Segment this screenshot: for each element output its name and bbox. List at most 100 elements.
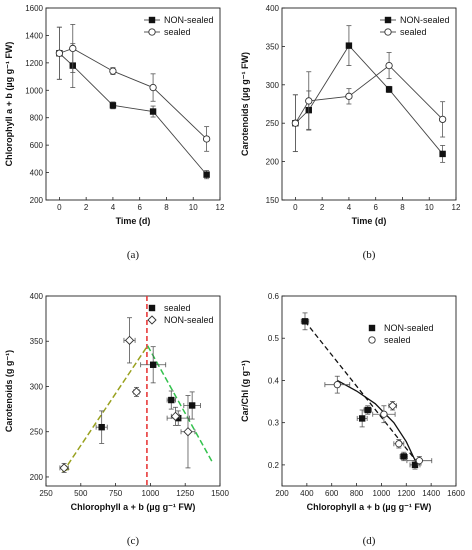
y-axis-label: Car/Chl (g g⁻¹) <box>240 360 250 422</box>
x-tick-label: 0 <box>57 203 62 212</box>
y-tick-label: 0.6 <box>268 292 280 301</box>
plot-frame <box>281 295 457 487</box>
panel-caption: (b) <box>363 249 376 261</box>
x-tick-label: 10 <box>425 203 434 212</box>
data-point <box>291 119 300 127</box>
data-point <box>345 92 353 100</box>
y-axis-label: Carotenoids (g g⁻¹) <box>4 350 14 432</box>
x-tick-label: 200 <box>275 489 289 498</box>
x-tick-label: 1200 <box>397 489 415 498</box>
x-tick-label: 1000 <box>373 489 391 498</box>
data-point <box>400 453 407 460</box>
series-non-sealed <box>300 312 421 470</box>
legend-label: NON-sealed <box>164 15 214 25</box>
y-tick-label: 1000 <box>25 86 43 95</box>
data-point <box>69 44 77 53</box>
series-sealed <box>324 375 433 466</box>
data-point <box>385 61 393 70</box>
data-point <box>170 411 181 421</box>
data-point <box>183 427 193 437</box>
panel-caption: (c) <box>127 535 140 547</box>
legend-entry: sealed <box>148 303 191 313</box>
legend-marker <box>384 28 392 36</box>
data-point <box>203 171 210 178</box>
legend-label: sealed <box>400 27 427 37</box>
y-tick-label: 250 <box>30 428 44 437</box>
y-tick-label: 200 <box>30 196 44 205</box>
x-tick-label: 12 <box>216 203 225 212</box>
x-tick-label: 6 <box>373 203 378 212</box>
x-tick-label: 600 <box>325 489 339 498</box>
y-tick-label: 200 <box>266 158 280 167</box>
x-tick-label: 1000 <box>142 489 160 498</box>
data-point <box>439 150 446 158</box>
legend-marker <box>368 324 376 332</box>
data-point <box>55 49 64 57</box>
y-tick-label: 1600 <box>25 4 43 13</box>
series-sealed <box>55 24 211 152</box>
y-tick-label: 0.4 <box>268 376 280 385</box>
data-point <box>395 440 403 448</box>
x-tick-label: 1600 <box>447 489 465 498</box>
series-non-sealed <box>56 26 210 180</box>
legend-entry: NON-sealed <box>380 15 450 25</box>
panel-caption: (a) <box>127 249 140 261</box>
data-point <box>59 463 69 473</box>
chart-panel-d: 200 400 600 800 1000 1200 1400 1600 0.2 0.3 0.4 0.5… <box>240 292 465 547</box>
series-line <box>59 47 207 140</box>
legend-entry: NON-sealed <box>144 15 214 25</box>
data-point <box>124 335 135 345</box>
legend-entry: NON-sealed <box>147 315 214 325</box>
trend-line-2 <box>146 345 214 464</box>
x-axis-label: Chlorophyll a + b (µg g⁻¹ FW) <box>71 502 196 512</box>
data-point <box>305 97 313 105</box>
plot-frame <box>45 295 221 487</box>
legend-label: sealed <box>384 335 411 345</box>
legend-entry: NON-sealed <box>368 323 434 333</box>
y-axis-label: Carotenoids (µg g⁻¹ FW) <box>240 52 250 156</box>
y-tick-label: 400 <box>30 169 44 178</box>
data-point <box>168 396 175 404</box>
legend-entry: sealed <box>380 27 427 37</box>
legend-entry: sealed <box>368 335 411 345</box>
legend-marker <box>148 28 156 36</box>
y-axis-label: Chlorophyll a + b (µg g⁻¹ FW) <box>4 42 14 167</box>
fit-line-2 <box>336 379 417 464</box>
legend-marker <box>147 315 157 325</box>
legend-label: sealed <box>164 27 191 37</box>
series-extra <box>387 401 398 411</box>
legend-label: NON-sealed <box>384 323 434 333</box>
data-point <box>415 457 423 465</box>
legend-marker <box>148 304 156 312</box>
x-tick-label: 400 <box>300 489 314 498</box>
y-tick-label: 350 <box>266 42 280 51</box>
legend-label: NON-sealed <box>400 15 450 25</box>
data-point <box>385 86 393 93</box>
y-tick-label: 150 <box>266 196 280 205</box>
panel-caption: (d) <box>363 535 376 547</box>
y-tick-label: 400 <box>266 4 280 13</box>
trend-line-1 <box>62 345 149 473</box>
y-tick-label: 1200 <box>25 59 43 68</box>
x-tick-label: 10 <box>189 203 198 212</box>
plot-frame <box>281 7 457 201</box>
y-tick-label: 0.2 <box>268 461 280 470</box>
legend-marker <box>384 16 392 24</box>
data-point <box>364 406 371 414</box>
x-tick-label: 1250 <box>176 489 194 498</box>
data-point <box>109 102 117 109</box>
data-point <box>149 83 157 92</box>
data-point <box>301 318 309 325</box>
x-axis-label: Chlorophyll a + b (µg g⁻¹ FW) <box>307 502 432 512</box>
x-axis-label: Time (d) <box>352 216 387 226</box>
x-tick-label: 4 <box>111 203 116 212</box>
data-point <box>411 461 419 469</box>
legend-marker <box>148 16 156 24</box>
y-tick-label: 250 <box>266 119 280 128</box>
data-point <box>149 108 157 115</box>
data-point <box>98 423 105 431</box>
x-tick-label: 8 <box>164 203 169 212</box>
chart-panel-a: 0 2 4 6 8 10 12 200 400 600 800 1000 1200 1400 1600 Tim… <box>4 4 225 261</box>
data-point <box>380 410 388 418</box>
